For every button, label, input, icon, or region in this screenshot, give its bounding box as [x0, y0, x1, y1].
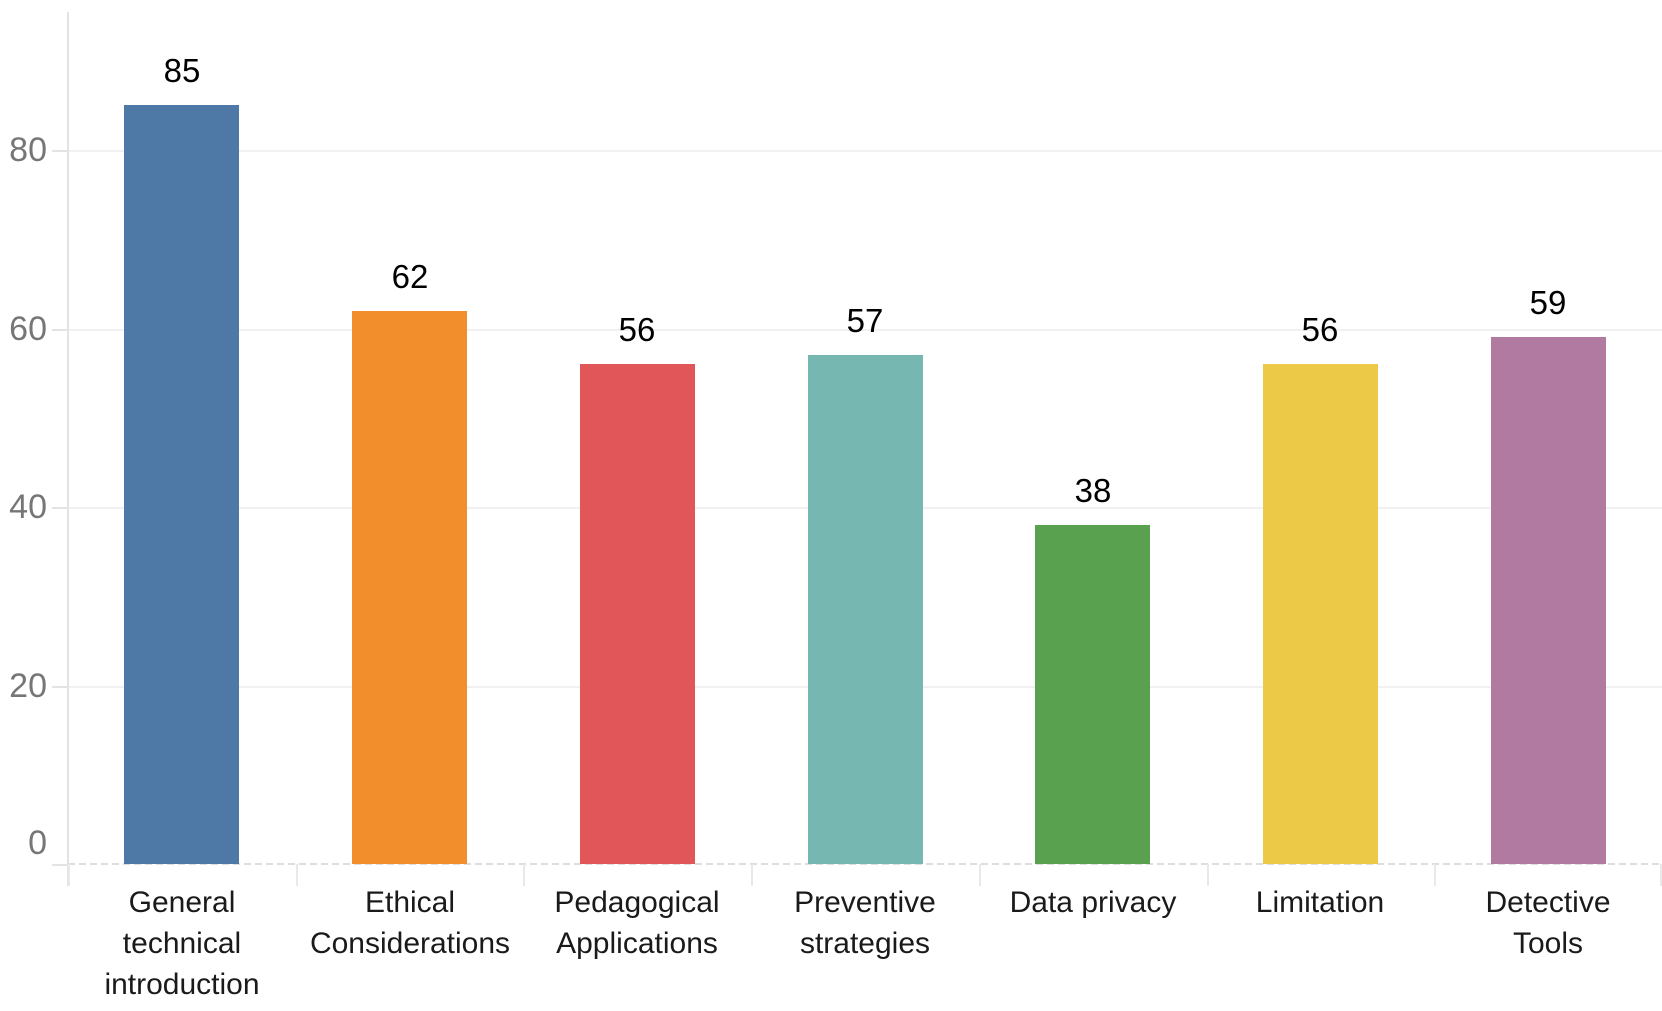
y-axis-tick-label: 60: [9, 310, 47, 348]
x-axis-tick: [1660, 864, 1662, 886]
bar-detective-tools[interactable]: [1491, 337, 1606, 864]
bar-general-technical-introduction[interactable]: [124, 105, 239, 864]
bar-pedagogical-applications[interactable]: [580, 364, 695, 864]
x-category-label-ethical-considerations: Ethical Considerations: [309, 886, 511, 960]
bar-value-label-preventive-strategies: 57: [846, 302, 884, 339]
y-axis-tick-label: 80: [9, 131, 47, 169]
y-axis-tick-80: [52, 150, 68, 152]
x-category-label-limitation: Limitation: [1255, 886, 1385, 919]
bar-value-label-general-technical-introduction: 85: [163, 52, 201, 89]
bar-data-privacy[interactable]: [1035, 525, 1150, 864]
x-category-label-preventive-strategies: Preventive strategies: [794, 886, 936, 960]
x-axis-tick: [68, 864, 70, 886]
y-axis-tick-20: [52, 686, 68, 688]
x-category-label-detective-tools: Detective Tools: [1485, 886, 1611, 960]
x-axis-baseline: [68, 863, 1662, 865]
y-axis-line: [67, 12, 69, 886]
bar-value-label-limitation: 56: [1301, 311, 1339, 348]
x-category-label-pedagogical-applications: Pedagogical Applications: [554, 886, 720, 960]
x-axis-tick: [296, 864, 298, 886]
y-axis-tick-0: [52, 864, 68, 866]
y-axis-tick-60: [52, 329, 68, 331]
x-category-label-general-technical-introduction: General technical introduction: [104, 886, 260, 1001]
bar-value-label-pedagogical-applications: 56: [618, 311, 656, 348]
x-axis-tick: [751, 864, 753, 886]
x-axis-tick: [1434, 864, 1436, 886]
x-axis-tick: [1207, 864, 1209, 886]
y-axis-tick-label: 40: [9, 488, 47, 526]
x-axis-tick: [979, 864, 981, 886]
bar-value-label-ethical-considerations: 62: [391, 258, 429, 295]
bar-value-label-data-privacy: 38: [1074, 472, 1112, 509]
y-axis-tick-40: [52, 507, 68, 509]
bar-value-label-detective-tools: 59: [1529, 284, 1567, 321]
x-axis-tick: [523, 864, 525, 886]
x-category-label-data-privacy: Data privacy: [1009, 886, 1177, 919]
bar-limitation[interactable]: [1263, 364, 1378, 864]
y-axis-tick-label: 0: [28, 824, 47, 862]
bar-preventive-strategies[interactable]: [808, 355, 923, 864]
y-gridline-60: [68, 329, 1662, 331]
bar-ethical-considerations[interactable]: [352, 311, 467, 864]
y-axis-tick-label: 20: [9, 667, 47, 705]
y-gridline-80: [68, 150, 1662, 152]
